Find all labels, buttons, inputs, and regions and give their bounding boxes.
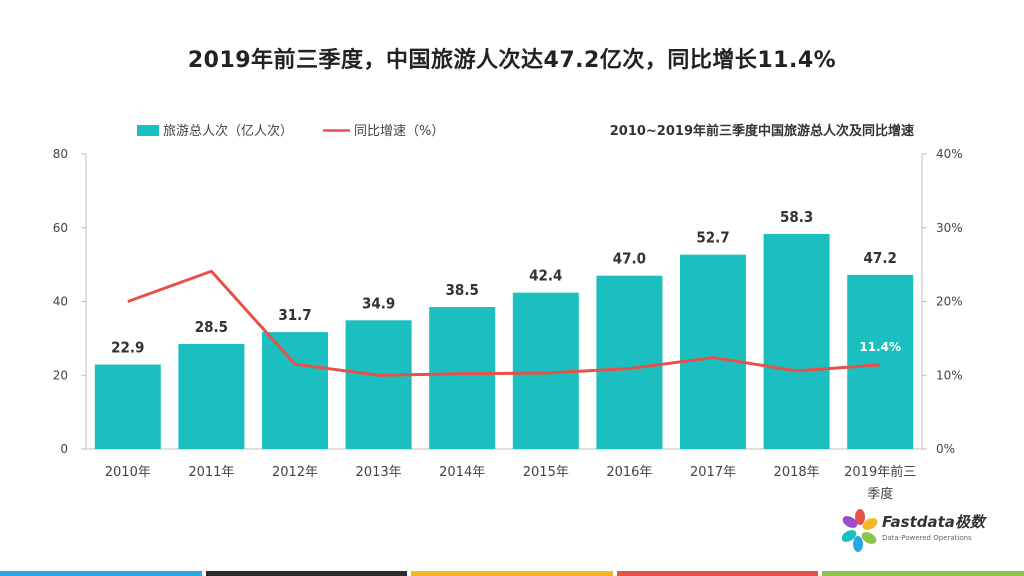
pinwheel-icon xyxy=(841,509,878,552)
stripe-gap xyxy=(201,571,206,576)
y-left-tick-label: 0 xyxy=(60,442,68,456)
bar-value-label: 34.9 xyxy=(362,294,395,312)
x-tick-label: 2014年 xyxy=(439,465,485,480)
x-tick-label: 2012年 xyxy=(272,465,318,480)
legend-bar-label: 旅游总人次（亿人次） xyxy=(163,123,293,139)
stripe-segment xyxy=(822,571,1024,576)
legend-bar-swatch xyxy=(137,125,159,136)
stripe-gap xyxy=(407,571,412,576)
y-left-tick-label: 20 xyxy=(53,368,68,382)
axes: 0 20 40 60 80 0% 10% 20% 30% 40% 2010年 2011年 2012年 20… xyxy=(53,147,963,502)
bar xyxy=(429,307,496,449)
stripe-segment xyxy=(616,571,819,576)
bar-value-label: 22.9 xyxy=(111,339,144,357)
stripe-gap xyxy=(818,571,823,576)
y-left-tick-label: 40 xyxy=(53,295,68,309)
y-right-tick-label: 30% xyxy=(936,221,963,235)
logo-name: Fastdata极数 xyxy=(882,513,985,531)
growth-line xyxy=(127,269,881,377)
bar xyxy=(345,320,412,449)
bar-value-label: 47.2 xyxy=(864,249,897,267)
bar-value-label: 31.7 xyxy=(278,306,311,324)
bar xyxy=(94,364,161,449)
legend-line-label: 同比增速（%） xyxy=(354,124,444,139)
bar-value-label: 42.4 xyxy=(529,267,562,285)
bar-value-label: 47.0 xyxy=(613,250,646,268)
x-tick-label: 2011年 xyxy=(188,465,234,480)
x-tick-label: 2018年 xyxy=(774,465,820,480)
y-right-tick-label: 20% xyxy=(936,295,963,309)
bar xyxy=(763,234,830,449)
bar-value-label: 38.5 xyxy=(446,281,479,299)
line-series xyxy=(127,269,881,377)
logo-tagline: Data-Powered Operations xyxy=(882,534,972,542)
x-tick-label: 2016年 xyxy=(606,465,652,480)
x-tick-label: 2010年 xyxy=(105,465,151,480)
chart-subtitle: 2010~2019年前三季度中国旅游总人次及同比增速 xyxy=(610,123,914,139)
chart-title: 2019年前三季度，中国旅游人次达47.2亿次，同比增长11.4% xyxy=(187,48,837,73)
stripe-gap xyxy=(612,571,617,576)
bar-value-label: 58.3 xyxy=(780,208,813,226)
bar xyxy=(680,254,746,449)
bottom-color-stripe xyxy=(0,571,1024,576)
brand-logo: Fastdata极数 Data-Powered Operations xyxy=(841,508,1002,558)
bar-value-label: 28.5 xyxy=(195,318,228,336)
y-right-tick-label: 0% xyxy=(936,442,955,456)
x-tick-label: 2019年前三季度 xyxy=(844,464,916,502)
x-tick-label: 2013年 xyxy=(356,465,402,480)
x-tick-label: 2015年 xyxy=(523,465,569,480)
y-right-tick-label: 10% xyxy=(936,368,963,382)
stripe-segment xyxy=(0,571,202,576)
y-left-tick-label: 60 xyxy=(53,221,68,235)
stripe-segment xyxy=(205,571,408,576)
y-right-tick-label: 40% xyxy=(936,147,963,161)
bar xyxy=(178,343,245,449)
bar xyxy=(596,275,663,449)
y-left-tick-label: 80 xyxy=(53,147,68,161)
bar xyxy=(262,332,328,449)
bar-value-label: 52.7 xyxy=(696,229,729,247)
x-tick-label: 2017年 xyxy=(690,465,736,480)
stripe-segment xyxy=(411,571,613,576)
bar xyxy=(847,274,914,449)
growth-value-label: 11.4% xyxy=(859,340,901,354)
data-labels: 22.9 28.5 31.7 34.9 38.5 42.4 47.0 52.7 58.3 47.2… xyxy=(111,208,901,357)
legend: 旅游总人次（亿人次） 同比增速（%） xyxy=(137,123,444,139)
bar-series xyxy=(94,234,914,449)
